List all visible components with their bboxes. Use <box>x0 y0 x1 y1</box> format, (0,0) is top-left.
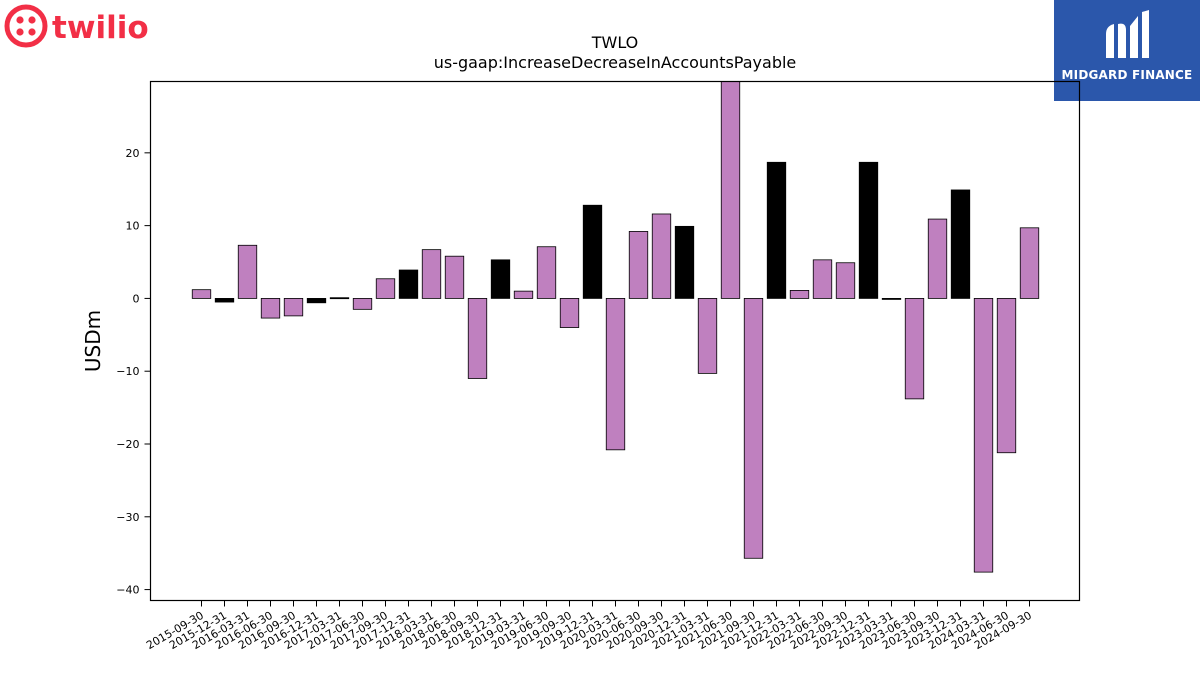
midgard-logo-icon <box>1106 10 1149 59</box>
bar-2019-06-30 <box>536 246 557 299</box>
bar-2017-06-30 <box>352 298 373 310</box>
y-tick-label: 10 <box>126 220 140 233</box>
bar-2018-09-30 <box>467 298 488 379</box>
bar-2016-12-31 <box>306 298 327 304</box>
bar-2016-09-30 <box>283 298 304 317</box>
bar-2018-03-31 <box>421 249 442 299</box>
y-tick-label: −10 <box>116 365 139 378</box>
bar-2023-12-31 <box>950 189 971 299</box>
y-tick-label: −40 <box>116 584 139 597</box>
bar-2018-12-31 <box>490 259 511 299</box>
bar-2024-03-31 <box>973 298 994 573</box>
bar-2019-09-30 <box>559 298 580 328</box>
bar-2022-06-30 <box>812 259 833 299</box>
bar-2019-03-31 <box>513 290 534 299</box>
bar-2022-09-30 <box>835 262 856 299</box>
twilio-logo-text: twilio <box>52 10 149 46</box>
twilio-logo: twilio <box>4 4 154 50</box>
y-tick-label: −20 <box>116 438 139 451</box>
chart-subtitle: us-gaap:IncreaseDecreaseInAccountsPayabl… <box>434 53 797 72</box>
bar-2020-06-30 <box>628 231 649 299</box>
bar-2023-03-31 <box>881 298 902 300</box>
y-axis-label: USDm <box>81 310 105 372</box>
bar-2020-03-31 <box>605 298 626 451</box>
bar-2016-03-31 <box>237 244 258 299</box>
y-tick-label: 20 <box>126 147 140 160</box>
chart-title: TWLO <box>591 33 639 52</box>
bar-2022-03-31 <box>789 290 810 299</box>
bar-2021-09-30 <box>743 298 764 559</box>
bar-2023-06-30 <box>904 298 925 400</box>
bar-2019-12-31 <box>582 204 603 299</box>
y-tick-label: −30 <box>116 511 139 524</box>
bar-2023-09-30 <box>927 218 948 299</box>
bar-2017-09-30 <box>375 278 396 299</box>
bar-2016-06-30 <box>260 298 281 319</box>
y-axis: −40 −30 −20 −10 0 10 20 <box>116 147 151 597</box>
y-tick-label: 0 <box>133 292 140 305</box>
midgard-finance-logo: MIDGARD FINANCE <box>1054 0 1200 101</box>
bar-2020-09-30 <box>651 213 672 299</box>
bar-2015-09-30 <box>191 289 212 299</box>
bar-2018-06-30 <box>444 255 465 299</box>
bar-2022-12-31 <box>858 161 879 299</box>
bar-2015-12-31 <box>214 298 235 303</box>
bar-2024-09-30 <box>1019 227 1040 299</box>
x-axis: 2015-09-302015-12-312016-03-312016-06-30… <box>144 600 1034 652</box>
bar-2017-12-31 <box>398 269 419 299</box>
bar-2020-12-31 <box>674 225 695 299</box>
bar-2017-03-31 <box>329 297 350 300</box>
bar-2021-03-31 <box>697 298 718 374</box>
bar-2024-06-30 <box>996 298 1017 454</box>
midgard-logo-text: MIDGARD FINANCE <box>1061 68 1193 82</box>
twilio-logo-icon <box>4 4 48 48</box>
bar-2021-06-30 <box>720 81 741 299</box>
bar-2021-12-31 <box>766 161 787 299</box>
plot-frame <box>149 80 1081 602</box>
bars-layer <box>191 81 1040 573</box>
